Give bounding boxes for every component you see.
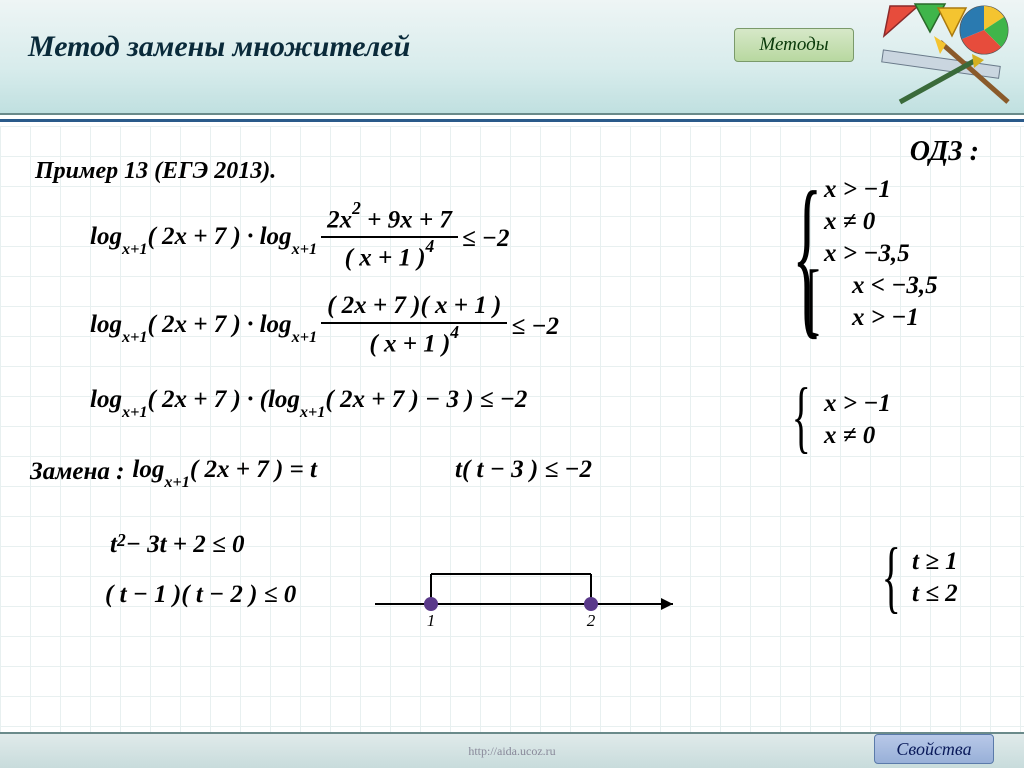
slide-content: Пример 13 (ЕГЭ 2013). ОДЗ : logx+1( 2x +… — [0, 126, 1024, 732]
eq1-log1: logx+1( 2x + 7 ) · logx+1 — [90, 223, 317, 255]
eq3-text: logx+1( 2x + 7 ) · (logx+1( 2x + 7 ) − 3… — [90, 386, 527, 418]
equation-1: logx+1( 2x + 7 ) · logx+1 2x2 + 9x + 7 (… — [90, 204, 509, 275]
slide-header: Метод замены множителей Методы — [0, 0, 1024, 115]
equation-5: t2 − 3t + 2 ≤ 0 — [110, 531, 245, 559]
equation-6: ( t − 1 )( t − 2 ) ≤ 0 — [105, 581, 296, 609]
eq1-right: ≤ −2 — [462, 225, 510, 253]
substitution-label: Замена : — [30, 458, 124, 486]
odz-label: ОДЗ : — [910, 136, 979, 168]
eq1-frac-den: ( x + 1 )4 — [339, 238, 441, 272]
eq1-fraction: 2x2 + 9x + 7 ( x + 1 )4 — [321, 202, 458, 273]
slide-footer: http://aida.ucoz.ru — [0, 732, 1024, 768]
t-result-2: t ≤ 2 — [884, 578, 1004, 610]
odz-final-2: x ≠ 0 — [784, 420, 1004, 452]
footer-url: http://aida.ucoz.ru — [468, 744, 555, 759]
eq2-frac-num: ( 2x + 7 )( x + 1 ) — [321, 292, 507, 324]
odz-line-5: x > −1 — [812, 302, 1004, 334]
equation-2: logx+1( 2x + 7 ) · logx+1 ( 2x + 7 )( x … — [90, 294, 559, 360]
bracket-icon: [ — [807, 254, 820, 345]
eq2-fraction: ( 2x + 7 )( x + 1 ) ( x + 1 )4 — [321, 292, 507, 358]
substitution-row: Замена : logx+1( 2x + 7 ) = t — [30, 456, 317, 488]
equation-4: t( t − 3 ) ≤ −2 — [455, 456, 592, 484]
numberline-pt2: 2 — [587, 611, 596, 630]
eq1-frac-num: 2x2 + 9x + 7 — [321, 202, 458, 238]
numberline-pt1: 1 — [427, 611, 436, 630]
number-line: 1 2 — [375, 566, 685, 636]
equation-3: logx+1( 2x + 7 ) · (logx+1( 2x + 7 ) − 3… — [90, 386, 527, 418]
t-result-1: t ≥ 1 — [884, 546, 1004, 578]
substitution-expr: logx+1( 2x + 7 ) = t — [132, 456, 317, 488]
methods-button[interactable]: Методы — [734, 28, 854, 62]
methods-button-label: Методы — [759, 34, 828, 56]
odz-block-main: { x > −1 x ≠ 0 x > −3,5 [ x < −3,5 x > −… — [784, 174, 1004, 334]
header-divider — [0, 119, 1024, 122]
odz-block-final: { x > −1 x ≠ 0 — [784, 388, 1004, 452]
odz-line-4: x < −3,5 — [812, 270, 1004, 302]
brace-icon: { — [882, 532, 901, 623]
properties-button[interactable]: Свойства — [874, 734, 994, 764]
eq2-frac-den: ( x + 1 )4 — [363, 324, 465, 358]
slide-title: Метод замены множителей — [28, 30, 410, 64]
t-result-block: { t ≥ 1 t ≤ 2 — [884, 546, 1004, 610]
odz-final-1: x > −1 — [784, 388, 1004, 420]
eq2-log: logx+1( 2x + 7 ) · logx+1 — [90, 311, 317, 343]
properties-button-label: Свойства — [896, 739, 971, 760]
corner-decoration — [880, 2, 1020, 110]
example-label: Пример 13 (ЕГЭ 2013). — [35, 158, 276, 185]
brace-icon: { — [792, 372, 811, 463]
eq2-right: ≤ −2 — [511, 313, 559, 341]
